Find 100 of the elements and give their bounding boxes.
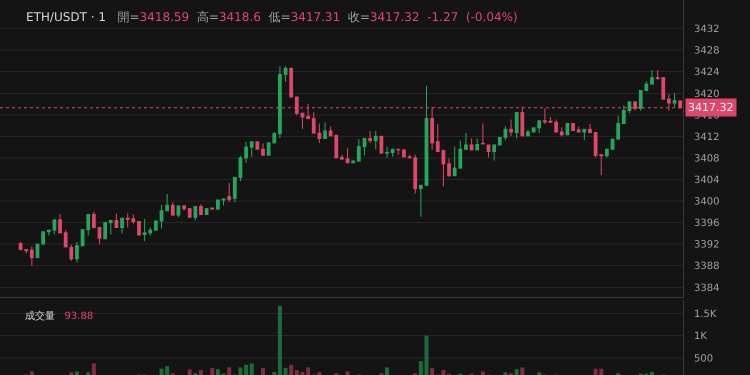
- candlestick: [554, 119, 558, 133]
- text: 開=3418.59 高=3418.6 低=3417.31 收=3417.32 -1.27 (-0.04%): [117, 10, 518, 24]
- candlestick: [137, 221, 141, 236]
- candlestick: [644, 80, 648, 92]
- candlestick: [672, 92, 676, 108]
- candlestick: [312, 112, 316, 134]
- candlestick: [571, 122, 575, 131]
- candlestick: [514, 112, 519, 140]
- candlestick: [250, 141, 254, 158]
- candlestick: [204, 208, 208, 216]
- candlestick: [323, 122, 327, 140]
- candlestick: [170, 202, 175, 216]
- candlestick: [182, 205, 186, 212]
- candlestick: [480, 122, 485, 145]
- candlestick: [272, 132, 276, 144]
- candlestick: [108, 220, 113, 235]
- text: 93.88: [64, 311, 94, 322]
- y-tick-label: 3384: [694, 282, 720, 294]
- candlestick: [188, 208, 192, 218]
- candlestick: [289, 66, 294, 98]
- candlestick: [396, 148, 400, 156]
- candlestick: [436, 123, 440, 152]
- candlestick: [362, 138, 366, 156]
- candlestick: [142, 218, 146, 242]
- y-tick-label: 3400: [694, 196, 720, 208]
- y-tick-label: 3396: [694, 218, 720, 230]
- candlestick: [255, 141, 260, 150]
- candlestick: [560, 126, 564, 137]
- candlestick: [30, 246, 34, 266]
- candlestick: [199, 204, 203, 216]
- candlestick: [114, 212, 118, 228]
- y-tick-label: 3408: [694, 153, 720, 164]
- text: ETH/USDT · 1: [26, 10, 106, 24]
- y-tick-label: 3428: [694, 46, 720, 57]
- candlestick: [351, 160, 356, 164]
- candlestick: [628, 101, 632, 114]
- candlestick: [656, 70, 660, 80]
- candlestick: [475, 138, 480, 150]
- y-tick-label: 1K: [694, 331, 708, 342]
- candlestick: [504, 126, 508, 141]
- y-tick-label: 3388: [694, 261, 720, 272]
- candlestick: [266, 142, 271, 156]
- y-tick-label: 500: [694, 354, 714, 365]
- candlestick: [52, 219, 56, 235]
- candlestick: [486, 144, 490, 158]
- candlestick: [24, 249, 28, 254]
- candlestick: [232, 176, 237, 203]
- candlestick: [193, 206, 198, 221]
- candlestick: [368, 130, 372, 144]
- candlestick: [622, 104, 626, 124]
- candlestick: [165, 194, 170, 212]
- y-tick-label: 1.5K: [694, 308, 717, 320]
- candlestick: [103, 222, 108, 240]
- candlestick: [374, 130, 378, 150]
- ref-line-label: 3417.32: [688, 101, 734, 114]
- candlestick: [470, 138, 474, 150]
- candlestick: [650, 70, 654, 85]
- candlestick: [317, 122, 322, 144]
- candlestick: [390, 148, 395, 158]
- candlestick: [18, 242, 22, 251]
- candlestick: [58, 213, 62, 234]
- candlestick: [380, 136, 384, 154]
- candlestick: [227, 182, 232, 203]
- candlestick: [385, 146, 389, 158]
- candlestick: [458, 140, 462, 169]
- candlestick: [576, 126, 581, 133]
- y-tick-label: 3404: [694, 174, 720, 186]
- candlestick: [148, 226, 152, 236]
- y-tick-label: 3392: [694, 240, 720, 251]
- candlestick: [498, 136, 502, 146]
- candlestick: [36, 244, 40, 258]
- y-tick-label: 3432: [694, 24, 720, 36]
- candlestick: [418, 184, 423, 218]
- candlestick: [582, 128, 586, 141]
- candlestick: [638, 90, 643, 112]
- y-tick-label: 3412: [694, 132, 720, 143]
- candlestick: [261, 142, 265, 156]
- y-tick-label: 3420: [694, 88, 720, 100]
- candlestick: [599, 154, 604, 176]
- candlestick: [120, 218, 124, 234]
- candlestick: [413, 154, 418, 194]
- y-tick-label: 3424: [694, 67, 720, 78]
- candlestick: [356, 138, 361, 162]
- candlestick: [661, 77, 666, 100]
- candlestick: [86, 214, 90, 236]
- candlestick: [464, 132, 468, 150]
- candlestick: [126, 212, 130, 228]
- candlestick: [46, 230, 51, 236]
- candlestick: [424, 85, 428, 186]
- candlestick: [566, 122, 570, 136]
- candlestick: [131, 214, 136, 225]
- candlestick: [616, 115, 620, 140]
- candlestick: [176, 205, 180, 218]
- candlestick: [334, 134, 338, 158]
- candlestick: [537, 120, 542, 134]
- candlestick: [328, 126, 333, 136]
- candlestick: [452, 146, 457, 176]
- candlestick: [509, 119, 513, 136]
- text: 成交量: [25, 310, 55, 322]
- candlestick: [64, 230, 68, 248]
